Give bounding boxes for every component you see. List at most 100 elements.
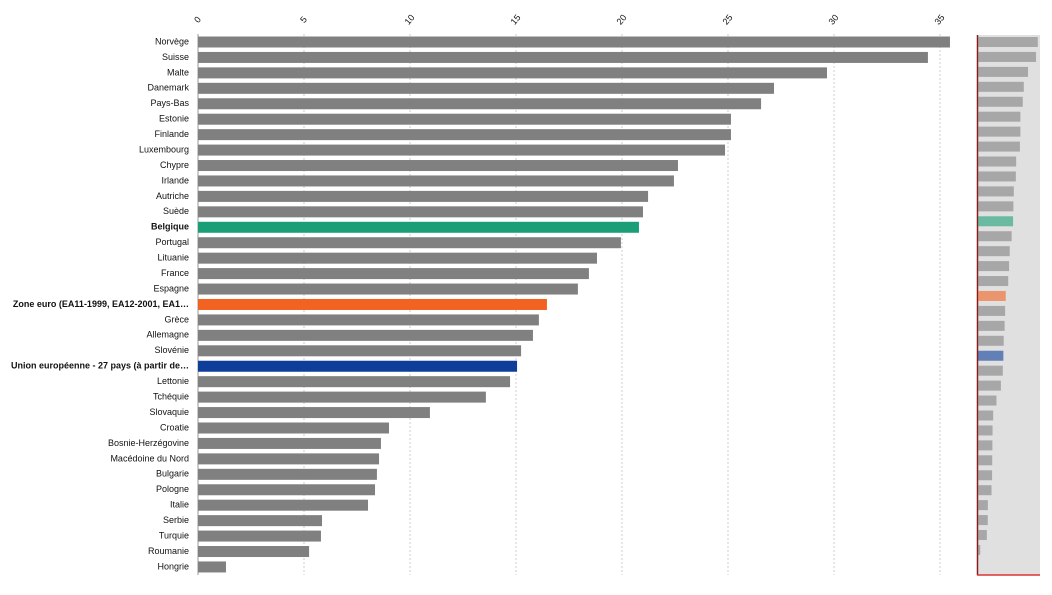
minimap-bar bbox=[978, 171, 1016, 182]
bar bbox=[198, 329, 533, 341]
y-tick-label: Finlande bbox=[154, 129, 189, 139]
y-tick-label: Estonie bbox=[159, 114, 189, 124]
bar bbox=[198, 453, 380, 465]
minimap-bar bbox=[978, 276, 1009, 287]
minimap-bar bbox=[978, 201, 1014, 212]
x-tick-label: 30 bbox=[826, 13, 840, 27]
bar bbox=[198, 422, 390, 434]
bar bbox=[198, 36, 950, 48]
minimap-bar bbox=[978, 365, 1003, 376]
y-tick-label: Malte bbox=[167, 67, 189, 77]
minimap-bar bbox=[978, 186, 1014, 197]
minimap-bar bbox=[978, 96, 1023, 107]
y-tick-label: Slovénie bbox=[154, 345, 189, 355]
y-tick-label: Norvège bbox=[155, 36, 189, 46]
bar bbox=[198, 82, 775, 94]
y-tick-label: Italie bbox=[170, 500, 189, 510]
minimap-bar bbox=[978, 37, 1038, 47]
y-tick-label: Slovaquie bbox=[149, 407, 189, 417]
y-tick-label: Chypre bbox=[160, 160, 189, 170]
minimap-bar bbox=[978, 66, 1029, 77]
bar bbox=[198, 113, 731, 125]
y-tick-label: Pologne bbox=[156, 484, 189, 494]
y-tick-label: Pays-Bas bbox=[150, 98, 189, 108]
minimap-bar bbox=[978, 111, 1021, 122]
bar bbox=[198, 499, 369, 511]
bar bbox=[198, 314, 539, 326]
minimap-bar bbox=[978, 246, 1010, 257]
minimap-bar bbox=[978, 216, 1014, 227]
bar bbox=[198, 51, 928, 63]
bar bbox=[198, 237, 621, 249]
minimap-bar bbox=[978, 81, 1024, 92]
bar bbox=[198, 98, 762, 110]
y-tick-label: Serbie bbox=[163, 515, 189, 525]
x-tick-label: 35 bbox=[932, 13, 946, 27]
bar bbox=[198, 283, 578, 295]
y-tick-label: Lettonie bbox=[157, 376, 189, 386]
minimap-bar bbox=[978, 440, 993, 451]
bar bbox=[198, 437, 381, 449]
y-tick-label: Roumanie bbox=[148, 546, 189, 556]
bar bbox=[198, 129, 731, 141]
x-tick-label: 20 bbox=[614, 13, 628, 27]
bar bbox=[198, 175, 674, 187]
bar bbox=[198, 298, 547, 310]
bar bbox=[198, 468, 377, 480]
minimap-bar bbox=[978, 320, 1005, 331]
minimap-bar bbox=[978, 470, 993, 481]
bar bbox=[198, 484, 376, 496]
bar bbox=[198, 252, 597, 264]
bar bbox=[198, 221, 639, 233]
bar bbox=[198, 515, 323, 527]
minimap-bar bbox=[978, 231, 1012, 242]
minimap-bar bbox=[978, 305, 1006, 316]
y-tick-label: Belgique bbox=[151, 222, 189, 232]
y-tick-label: Luxembourg bbox=[139, 144, 189, 154]
y-tick-label: Allemagne bbox=[146, 330, 189, 340]
bar bbox=[198, 561, 226, 573]
bar bbox=[198, 345, 522, 357]
y-tick-label: Bosnie-Herzégovine bbox=[108, 438, 189, 448]
bar bbox=[198, 206, 643, 218]
minimap-bar bbox=[978, 51, 1037, 62]
minimap-bar bbox=[978, 515, 988, 526]
y-tick-label: Zone euro (EA11-1999, EA12-2001, EA1… bbox=[13, 299, 189, 309]
minimap-bar bbox=[978, 380, 1001, 391]
bar bbox=[198, 376, 511, 388]
y-tick-label: Espagne bbox=[153, 283, 189, 293]
y-tick-label: Autriche bbox=[156, 191, 189, 201]
x-tick-label: 15 bbox=[508, 13, 522, 27]
minimap-bar bbox=[978, 261, 1010, 272]
y-tick-label: Tchéquie bbox=[153, 391, 189, 401]
x-tick-label: 10 bbox=[402, 13, 416, 27]
y-tick-label: Suède bbox=[163, 206, 189, 216]
x-tick-label: 25 bbox=[720, 13, 734, 27]
y-tick-label: Hongrie bbox=[157, 561, 189, 571]
bar bbox=[198, 530, 321, 542]
x-tick-label: 5 bbox=[298, 14, 309, 24]
bar bbox=[198, 407, 430, 419]
minimap-bar bbox=[978, 410, 994, 421]
bar bbox=[198, 190, 649, 202]
bar bbox=[198, 67, 828, 79]
minimap-bar bbox=[978, 290, 1006, 301]
y-tick-label: Lituanie bbox=[157, 253, 189, 263]
minimap-bar bbox=[978, 335, 1004, 346]
bar bbox=[198, 391, 486, 403]
minimap-bar bbox=[978, 500, 988, 511]
y-tick-label: Suisse bbox=[162, 52, 189, 62]
minimap-bar bbox=[978, 141, 1020, 152]
minimap-bar bbox=[978, 544, 981, 555]
y-tick-label: Portugal bbox=[155, 237, 189, 247]
minimap-bar bbox=[978, 156, 1017, 167]
bar bbox=[198, 144, 726, 156]
minimap-bar bbox=[978, 395, 997, 406]
y-tick-label: Bulgarie bbox=[156, 469, 189, 479]
bar bbox=[198, 268, 589, 280]
y-tick-label: Turquie bbox=[159, 530, 189, 540]
minimap-panel[interactable] bbox=[977, 35, 1040, 575]
minimap-bar bbox=[978, 530, 987, 541]
minimap-bar bbox=[978, 485, 992, 496]
